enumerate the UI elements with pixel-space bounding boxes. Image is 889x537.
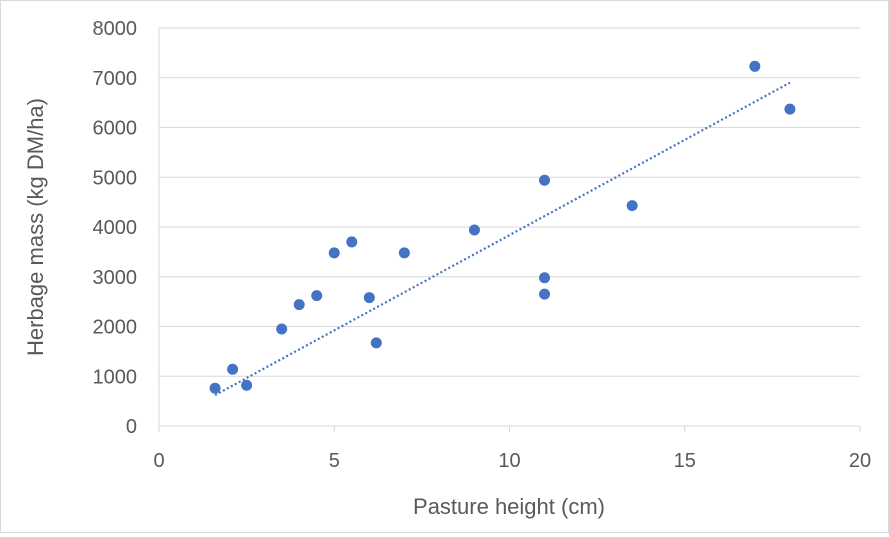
axes — [158, 28, 861, 432]
data-point-10 — [370, 337, 382, 349]
data-point-6 — [311, 290, 323, 302]
data-point-3 — [241, 379, 253, 391]
gridlines — [159, 27, 860, 377]
data-point-7 — [328, 247, 340, 259]
x-tick-label-5: 5 — [329, 450, 340, 472]
x-tick-label-10: 10 — [498, 450, 520, 472]
x-tick-label-0: 0 — [153, 450, 164, 472]
data-point-15 — [539, 288, 551, 300]
y-tick-label-1000: 1000 — [93, 366, 138, 388]
data-point-18 — [784, 103, 796, 115]
data-point-5 — [293, 299, 305, 311]
data-point-11 — [398, 247, 410, 259]
y-tick-label-3000: 3000 — [93, 267, 138, 289]
x-axis-title: Pasture height (cm) — [413, 494, 605, 519]
data-point-8 — [346, 236, 358, 248]
y-axis-title: Herbage mass (kg DM/ha) — [23, 98, 48, 356]
data-point-14 — [539, 272, 551, 284]
x-tick-label-20: 20 — [849, 450, 871, 472]
y-tick-label-8000: 8000 — [93, 18, 138, 40]
y-tick-label-6000: 6000 — [93, 118, 138, 140]
y-tick-label-2000: 2000 — [93, 317, 138, 339]
trendline-layer — [214, 81, 791, 397]
data-point-12 — [468, 224, 480, 236]
x-tick-label-15: 15 — [674, 450, 696, 472]
tick-labels: 0 1000 2000 3000 4000 5000 6000 7000 8000 0 5 10 15 2… — [93, 18, 872, 472]
y-tick-label-4000: 4000 — [93, 217, 138, 239]
data-point-9 — [363, 292, 375, 304]
y-tick-label-0: 0 — [126, 416, 137, 438]
data-point-17 — [749, 60, 761, 72]
data-point-4 — [276, 323, 288, 335]
y-tick-label-5000: 5000 — [93, 167, 138, 189]
y-tick-label-7000: 7000 — [93, 68, 138, 90]
data-point-2 — [227, 363, 239, 375]
data-points — [209, 60, 796, 394]
data-point-13 — [539, 174, 551, 186]
linear-trendline — [214, 81, 791, 397]
data-point-1 — [209, 382, 221, 394]
data-point-16 — [626, 200, 638, 212]
